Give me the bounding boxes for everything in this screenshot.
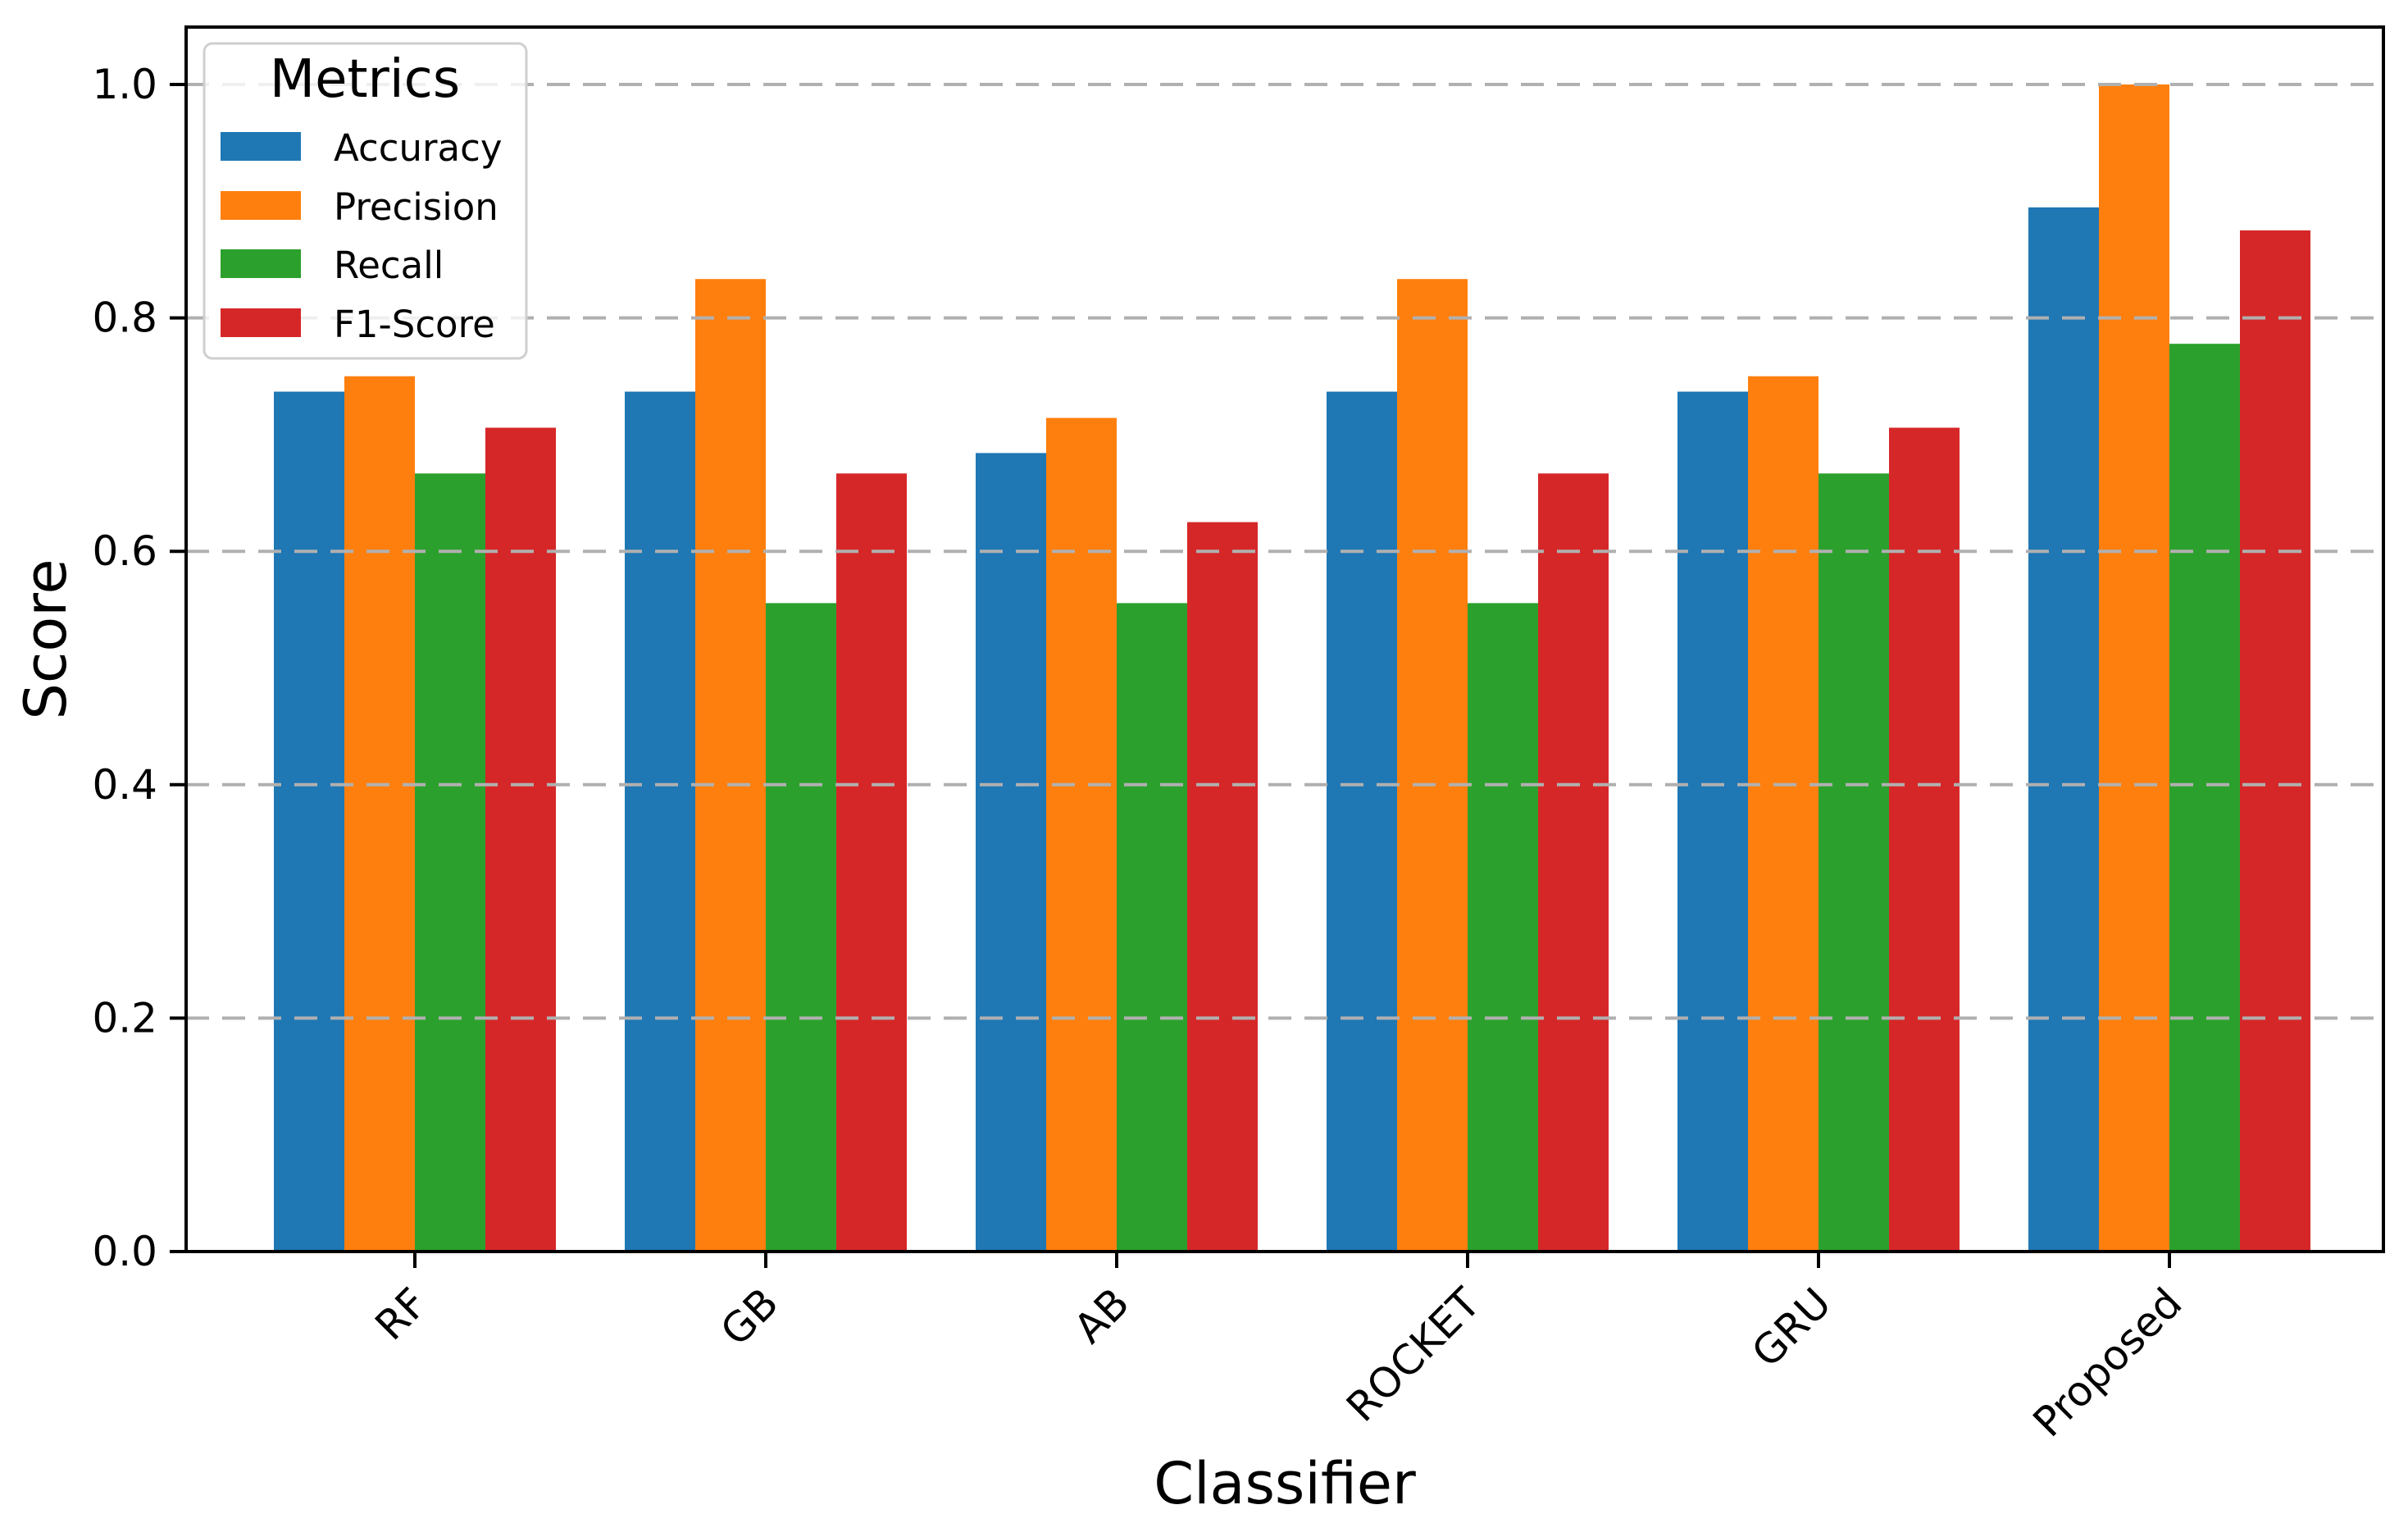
- y-tick-label-1.0: 1.0: [92, 61, 157, 108]
- legend-label-f1-score: F1-Score: [334, 303, 495, 346]
- legend-box: [203, 42, 528, 360]
- plot-border: [184, 25, 2385, 1253]
- legend-swatch-recall: [221, 249, 301, 278]
- bar-proposed-recall: [2169, 344, 2240, 1252]
- bar-gb-f1-score: [836, 473, 907, 1252]
- bar-rf-recall: [415, 473, 485, 1252]
- y-tick-label-0.6: 0.6: [92, 527, 157, 575]
- y-axis: 0.0 0.2 0.4 0.6 0.8 1.0: [92, 61, 186, 1275]
- bar-ab-precision: [1046, 417, 1117, 1252]
- legend-swatch-accuracy: [221, 132, 301, 161]
- x-axis: RF GB AB ROCKET GRU Proposed: [366, 1252, 2192, 1446]
- bar-rf-accuracy: [274, 391, 344, 1252]
- bar-rf-precision: [344, 376, 415, 1252]
- bar-rocket-recall: [1468, 603, 1538, 1252]
- bar-proposed-precision: [2099, 84, 2169, 1252]
- legend: Metrics Accuracy Precision Recall F1-Score: [203, 42, 528, 360]
- y-axis-label: Score: [12, 559, 80, 719]
- bar-proposed-f1-score: [2240, 230, 2310, 1252]
- legend-swatch-precision: [221, 191, 301, 220]
- bar-rocket-f1-score: [1538, 473, 1609, 1252]
- legend-title: Metrics: [270, 49, 460, 110]
- bar-ab-recall: [1117, 603, 1187, 1252]
- x-tick-label-ab: AB: [1065, 1279, 1138, 1352]
- bar-gb-accuracy: [625, 391, 695, 1252]
- y-tick-label-0.2: 0.2: [92, 994, 157, 1042]
- x-tick-label-rf: RF: [366, 1279, 437, 1349]
- bar-gru-recall: [1819, 473, 1889, 1252]
- legend-label-recall: Recall: [334, 244, 444, 287]
- bars-layer: [274, 84, 2310, 1252]
- bar-gru-precision: [1748, 376, 1819, 1252]
- x-axis-label: Classifier: [1154, 1450, 1416, 1514]
- bar-gb-precision: [695, 279, 766, 1252]
- y-tick-label-0.8: 0.8: [92, 294, 157, 342]
- x-tick-label-rocket: ROCKET: [1337, 1279, 1490, 1431]
- bar-rf-f1-score: [485, 427, 556, 1252]
- y-tick-label-0.0: 0.0: [92, 1228, 157, 1275]
- x-tick-label-gru: GRU: [1743, 1279, 1841, 1376]
- legend-swatch-f1-score: [221, 308, 301, 337]
- bar-gb-recall: [766, 603, 836, 1252]
- bar-ab-f1-score: [1187, 522, 1258, 1252]
- bar-gru-f1-score: [1889, 427, 1960, 1252]
- legend-label-precision: Precision: [334, 185, 498, 229]
- bar-gru-accuracy: [1677, 391, 1748, 1252]
- x-tick-label-proposed: Proposed: [2024, 1279, 2192, 1446]
- legend-label-accuracy: Accuracy: [334, 126, 502, 170]
- x-tick-label-gb: GB: [712, 1279, 788, 1355]
- bar-proposed-accuracy: [2028, 207, 2099, 1252]
- y-tick-label-0.4: 0.4: [92, 761, 157, 809]
- bar-rocket-accuracy: [1327, 391, 1397, 1252]
- bar-ab-accuracy: [976, 453, 1046, 1252]
- gridlines: [186, 83, 2383, 1020]
- bar-rocket-precision: [1397, 279, 1468, 1252]
